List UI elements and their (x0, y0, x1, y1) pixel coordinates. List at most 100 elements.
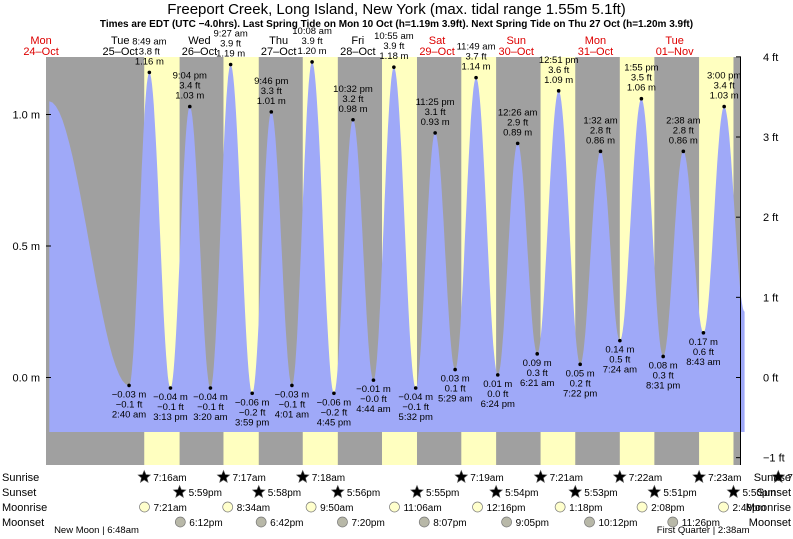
low-tide-label: 4:01 am (275, 409, 309, 420)
low-tide-label: 6:21 am (520, 378, 554, 389)
high-tide-label: 0.86 m (586, 135, 615, 146)
moonrise-icon (222, 501, 234, 513)
low-tide-label: 8:31 pm (646, 380, 680, 391)
high-tide-label: 8:49 am (132, 36, 166, 47)
sunset-star-icon (647, 484, 662, 498)
low-tide-point (168, 386, 173, 390)
low-tide-label: 0.17 m (689, 337, 718, 348)
low-tide-label: 3:20 am (193, 412, 227, 423)
row-label-left: Sunrise (2, 472, 39, 484)
right-axis-tick-label: 3 ft (763, 132, 778, 144)
tide-area (49, 61, 745, 433)
day-date-label: 26–Oct (182, 46, 217, 58)
moonrise-icon (472, 501, 483, 513)
high-tide-point (228, 62, 233, 67)
right-axis-tick-label: 2 ft (763, 212, 778, 224)
row-label-right: Sunset (757, 487, 791, 499)
sunrise-star-icon (612, 469, 627, 483)
low-tide-label: 5:29 am (438, 394, 472, 405)
low-tide-label: 0.08 m (649, 360, 678, 371)
moonset-icon (174, 516, 186, 528)
low-tide-point (701, 330, 706, 335)
row-label-left: Moonset (2, 517, 44, 529)
astro-time-label: 7:18am (312, 473, 345, 484)
sunset-star-icon (726, 484, 741, 498)
astro-time-label: 11:06am (403, 503, 441, 514)
high-tide-label: 3.2 ft (342, 94, 363, 105)
low-tide-label: 0.5 ft (609, 355, 630, 366)
low-tide-point (535, 352, 540, 356)
sunset-star-icon (251, 484, 266, 498)
high-tide-label: 11:25 pm (416, 97, 455, 108)
high-tide-label: 0.93 m (421, 117, 450, 128)
day-of-week-label: Mon (585, 35, 606, 47)
astro-time-label: 7:20pm (351, 518, 384, 529)
high-tide-label: 2.8 ft (673, 125, 694, 136)
moonrise-icon (389, 501, 400, 513)
sunset-star-icon (172, 484, 187, 498)
low-tide-label: −0.06 m (235, 397, 270, 408)
chart-subtitle: Times are EDT (UTC −4.0hrs). Last Spring… (99, 19, 694, 30)
low-tide-label: 4:44 am (356, 404, 390, 415)
day-date-label: 28–Oct (340, 46, 375, 58)
low-tide-label: 4:45 pm (317, 417, 351, 428)
high-tide-label: 1:32 am (583, 115, 617, 126)
astro-time-label: 7:22am (629, 473, 662, 484)
moonset-icon (255, 516, 267, 528)
low-tide-point (371, 378, 376, 382)
low-tide-label: 7:22 pm (563, 388, 597, 399)
high-tide-label: 9:27 am (213, 29, 247, 40)
high-tide-point (474, 75, 478, 80)
astro-time-label: 9:50am (320, 503, 353, 514)
chart-title: Freeport Creek, Long Island, New York (m… (167, 1, 626, 18)
sunrise-star-icon (295, 469, 310, 483)
astro-time-label: 12:16pm (487, 503, 526, 514)
high-tide-label: 0.89 m (503, 127, 532, 138)
high-tide-label: 1.03 m (175, 91, 204, 102)
moonrise-icon (305, 501, 317, 513)
high-tide-point (187, 104, 192, 109)
high-tide-label: 10:32 pm (333, 84, 373, 95)
high-tide-point (639, 96, 644, 101)
day-of-week-label: Wed (188, 35, 210, 47)
sunset-star-icon (330, 484, 345, 498)
low-tide-label: 7:24 am (603, 365, 637, 376)
astro-time-label: 5:55pm (426, 488, 459, 499)
high-tide-label: 1.20 m (298, 46, 327, 57)
high-tide-label: 0.98 m (338, 104, 367, 115)
high-tide-label: 3.1 ft (425, 107, 446, 118)
moonset-icon (667, 516, 679, 528)
low-tide-label: 0.09 m (523, 358, 552, 369)
day-of-week-label: Mon (30, 35, 51, 47)
left-axis-tick-label: 0.5 m (12, 241, 40, 253)
low-tide-point (661, 354, 665, 359)
low-tide-label: −0.03 m (112, 389, 147, 400)
day-of-week-label: Sun (506, 35, 526, 47)
high-tide-label: 0.86 m (669, 135, 698, 146)
row-label-right: Moonrise (746, 502, 791, 514)
astro-time-label: 5:59pm (189, 488, 222, 499)
low-tide-label: −0.04 m (153, 392, 188, 403)
low-tide-label: 8:43 am (686, 357, 720, 368)
day-of-week-label: Tue (111, 35, 130, 47)
astro-time-label: 10:12pm (599, 518, 638, 529)
astro-time-label: 5:51pm (663, 488, 696, 499)
low-tide-point (332, 391, 336, 396)
high-tide-point (147, 70, 152, 75)
low-tide-label: −0.04 m (193, 392, 228, 403)
high-tide-label: 1:55 pm (624, 63, 658, 74)
high-tide-label: 1.06 m (627, 83, 656, 94)
sunrise-star-icon (771, 469, 786, 483)
astro-time-label: 6:42pm (270, 518, 303, 529)
astro-time-label: 8:34am (237, 503, 270, 514)
day-date-label: 30–Oct (499, 46, 534, 58)
low-tide-label: 3:13 pm (153, 412, 187, 423)
low-tide-label: 0.05 m (566, 368, 595, 379)
astro-time-label: 1:18pm (569, 503, 602, 514)
low-tide-label: −0.1 ft (279, 399, 306, 410)
low-tide-label: 3:59 pm (235, 417, 269, 428)
low-tide-point (127, 383, 131, 388)
astro-time-label: 7:17am (232, 473, 265, 484)
left-axis-tick-label: 1.0 m (12, 110, 40, 122)
high-tide-label: 3.5 ft (631, 73, 652, 84)
